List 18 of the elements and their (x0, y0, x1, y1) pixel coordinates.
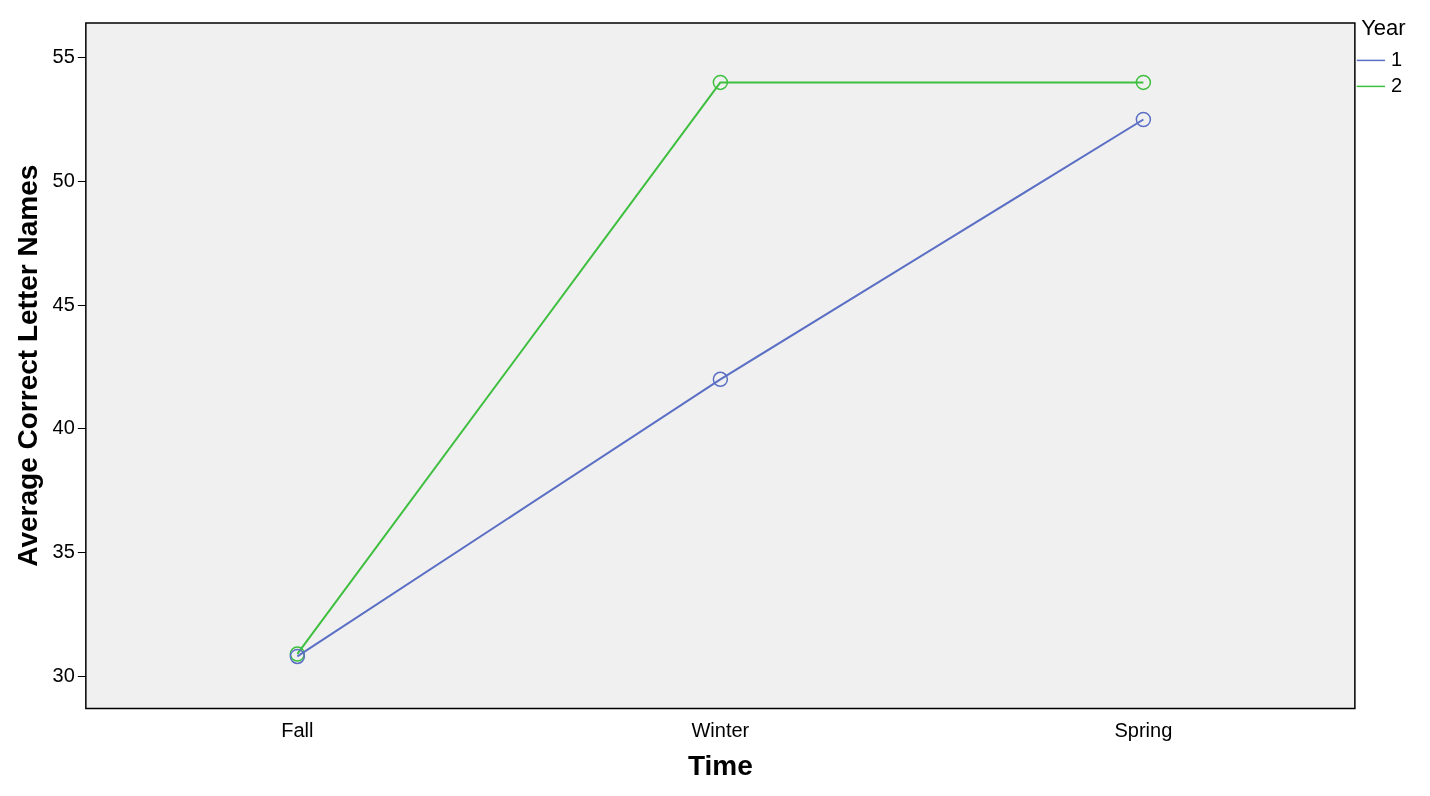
legend-label: 1 (1390, 47, 1402, 70)
legend-title: Year (1361, 15, 1406, 41)
y-axis-title: Average Correct Letter Names (11, 164, 43, 567)
y-tick-label: 35 (52, 540, 75, 563)
x-tick-label: Spring (1114, 718, 1173, 741)
y-tick-label: 55 (52, 45, 75, 68)
point (712, 74, 729, 91)
y-tick-label: 40 (52, 416, 75, 439)
point (1135, 74, 1152, 91)
x-tick-label: Winter (691, 718, 750, 741)
point (712, 371, 729, 388)
point (1135, 111, 1152, 128)
legend-label: 2 (1390, 73, 1402, 96)
x-axis-title: Time (687, 749, 753, 781)
y-tick-label: 50 (52, 168, 75, 191)
y-tick-label: 30 (52, 663, 75, 686)
x-tick-label: Fall (281, 718, 314, 741)
y-tick-label: 45 (52, 292, 75, 315)
